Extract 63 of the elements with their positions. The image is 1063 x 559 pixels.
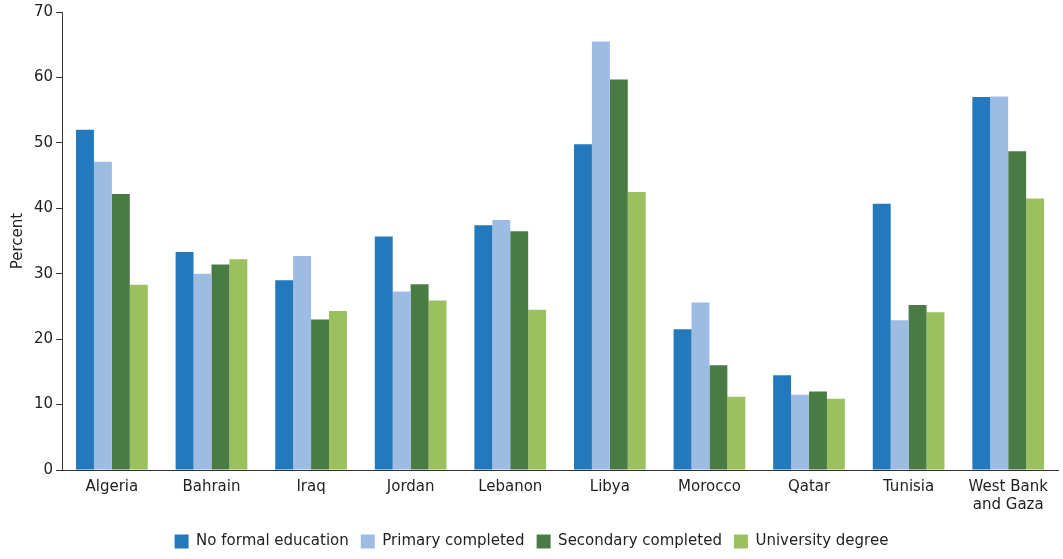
bar (1026, 198, 1045, 470)
bar (392, 291, 411, 470)
bar (727, 396, 746, 470)
y-tick-label: 70 (33, 1, 54, 20)
bar (926, 312, 945, 470)
y-tick-label: 10 (33, 394, 54, 413)
bar (573, 144, 592, 470)
y-tick-label: 20 (33, 329, 54, 348)
x-tick-label: West Bank and Gaza (968, 476, 1049, 513)
bar (374, 236, 393, 470)
bar (93, 161, 112, 470)
x-tick-label: Bahrain (182, 476, 241, 495)
bar (773, 375, 792, 470)
bar (193, 273, 212, 470)
y-tick-label: 40 (33, 198, 54, 217)
x-tick-label: Algeria (85, 476, 139, 495)
bar (293, 256, 312, 470)
y-tick-label: 0 (43, 459, 54, 478)
y-tick-label: 30 (33, 263, 54, 282)
bar (809, 391, 827, 470)
bar (328, 311, 347, 470)
bar (528, 309, 547, 470)
x-tick-label: Libya (589, 476, 630, 495)
bar (609, 79, 628, 470)
bar (591, 41, 610, 470)
bar (791, 394, 810, 470)
bar (175, 252, 194, 470)
bar (410, 284, 429, 470)
bar (1008, 151, 1027, 470)
bar (76, 129, 94, 470)
x-tick-label: Lebanon (478, 476, 543, 495)
bar (474, 225, 493, 470)
bar (311, 319, 329, 470)
x-tick-label: Iraq (296, 476, 326, 495)
bar (691, 302, 710, 470)
bar (709, 365, 728, 470)
legend-label: Primary completed (382, 531, 525, 550)
bar (229, 259, 248, 470)
bar (826, 398, 845, 470)
bar (275, 280, 294, 470)
bar (872, 203, 891, 470)
x-tick-label: Morocco (678, 476, 741, 495)
y-tick-label: 50 (33, 132, 54, 151)
y-axis-title: Percent (7, 212, 26, 270)
legend-label: No formal education (196, 531, 349, 550)
legend-label: Secondary completed (558, 531, 722, 550)
bar (673, 329, 692, 470)
x-tick-label: Qatar (787, 476, 831, 495)
bar (890, 320, 909, 470)
bar (990, 96, 1009, 470)
bar (510, 231, 529, 470)
x-tick-label: Jordan (385, 476, 435, 495)
bar (111, 193, 130, 470)
bar (428, 300, 447, 470)
bar (492, 220, 511, 470)
bar (211, 264, 230, 470)
legend-label: University degree (755, 531, 889, 550)
y-tick-label: 60 (33, 67, 54, 86)
x-tick-label: Tunisia (881, 476, 935, 495)
bar (972, 97, 991, 470)
bar (908, 305, 927, 470)
bar (627, 191, 646, 470)
bar (129, 284, 148, 470)
